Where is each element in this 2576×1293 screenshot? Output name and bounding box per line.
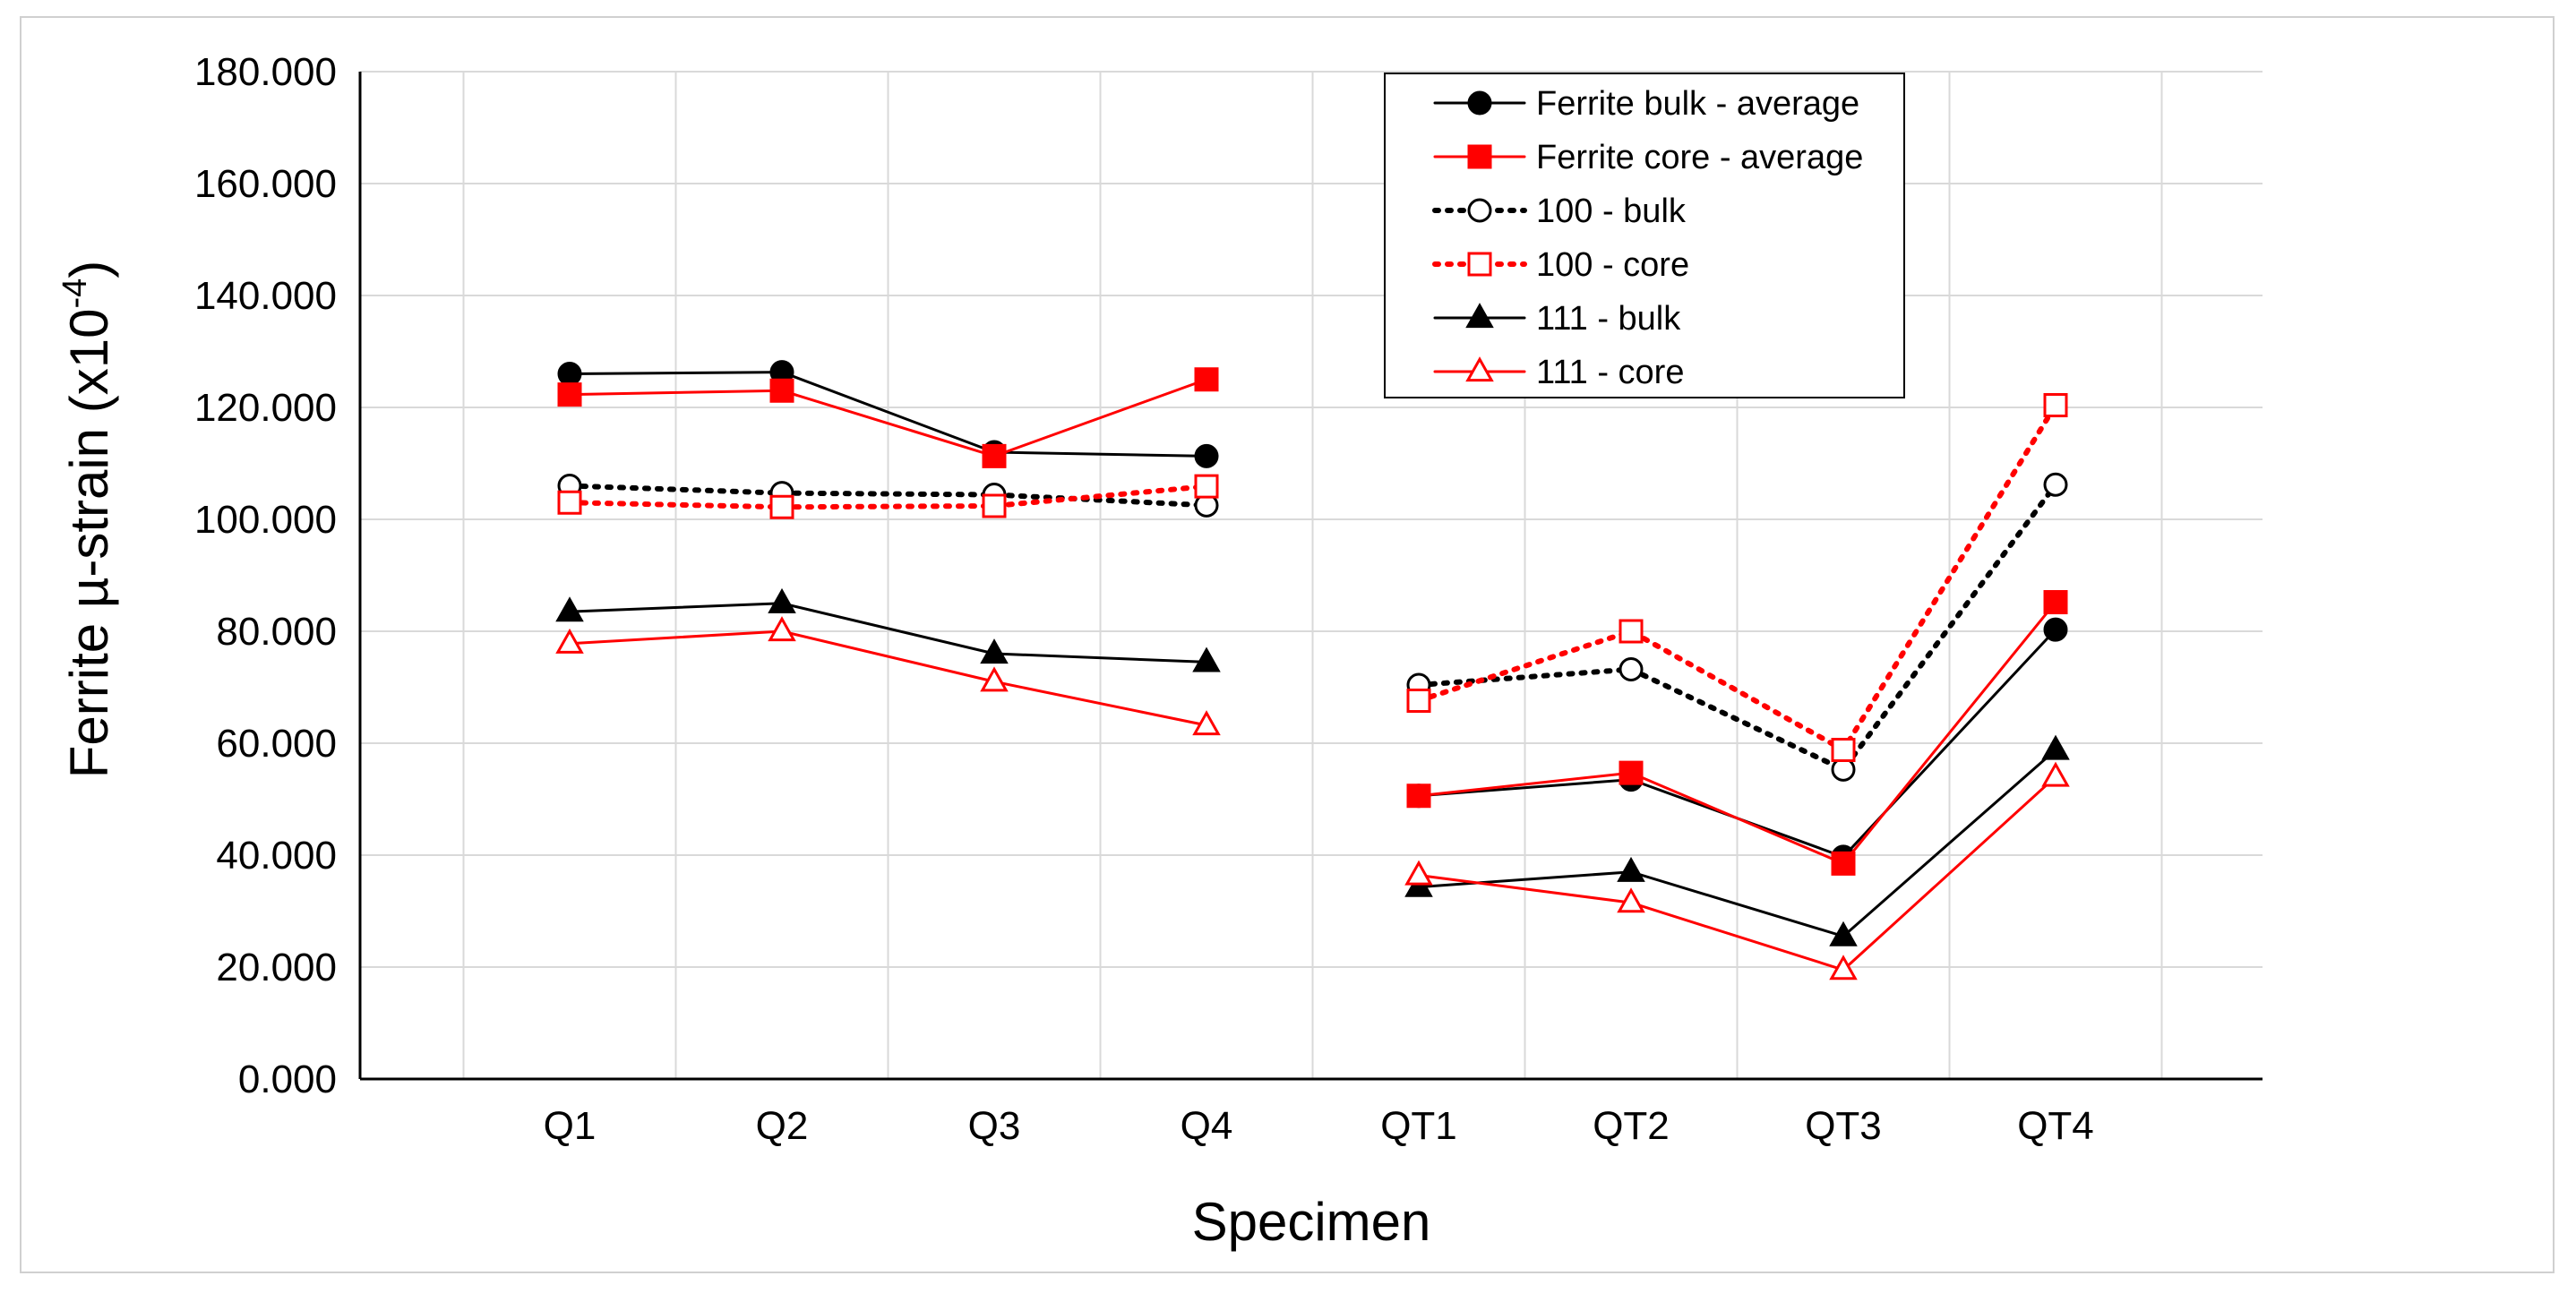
y-tick-label: 120.000 [194, 386, 337, 430]
x-tick-label: QT3 [1805, 1104, 1882, 1148]
series-line [568, 378, 1208, 458]
data-point [1192, 646, 1221, 672]
series-line [1416, 402, 2058, 754]
y-tick-label: 0.000 [238, 1058, 337, 1101]
y-tick-label: 100.000 [194, 498, 337, 542]
data-point [982, 443, 1007, 468]
data-point [1831, 851, 1856, 876]
x-tick-label: Q1 [544, 1104, 597, 1148]
gridlines [360, 71, 2263, 1079]
x-tick-label: Q4 [1181, 1104, 1233, 1148]
series-line [568, 371, 1208, 458]
data-point [1619, 619, 1644, 644]
data-point [769, 494, 794, 519]
data-point [1829, 921, 1858, 946]
data-point [1194, 443, 1219, 468]
legend-label: 100 - core [1536, 246, 1689, 284]
series-line [567, 484, 1209, 510]
data-point [2041, 734, 2070, 760]
y-tick-label: 40.000 [216, 834, 337, 878]
data-point [1831, 738, 1856, 762]
data-point [982, 493, 1007, 518]
axes [358, 72, 2263, 1081]
y-tick-label: 140.000 [194, 274, 337, 318]
data-point [557, 362, 582, 386]
y-tick-label: 20.000 [216, 946, 337, 989]
legend-marker [1465, 303, 1494, 329]
x-tick-label: QT1 [1380, 1104, 1457, 1148]
data-point [555, 628, 584, 654]
data-point [555, 596, 584, 622]
y-axis-title-main: Ferrite µ-strain (x10 [59, 309, 119, 779]
legend-marker [1467, 198, 1492, 223]
series-line [1416, 482, 2058, 774]
x-tick-label: Q3 [968, 1104, 1021, 1148]
legend-box [1384, 73, 1905, 398]
data-point [1406, 689, 1431, 713]
series-line [568, 629, 1208, 727]
data-point [1194, 367, 1219, 392]
y-tick-label: 180.000 [194, 50, 337, 94]
y-axis-title-exponent: -4 [56, 278, 94, 309]
data-point [1192, 710, 1221, 736]
series-line [568, 602, 1208, 664]
y-tick-label: 160.000 [194, 162, 337, 206]
legend-label: 111 - bulk [1536, 300, 1681, 338]
series-line [1417, 775, 2057, 972]
y-axis-title: Ferrite µ-strain (x10-4) [56, 261, 119, 778]
data-point [980, 638, 1009, 664]
series-line [1417, 749, 2057, 938]
legend-label: 100 - bulk [1536, 193, 1687, 230]
x-tick-label: QT4 [2017, 1104, 2094, 1148]
data-point [2043, 617, 2068, 642]
data-point [2043, 590, 2068, 614]
x-tick-label: Q2 [756, 1104, 809, 1148]
series-6 [555, 616, 2070, 980]
x-tick-labels: Q1 Q2 Q3 Q4 QT1 QT2 QT3 QT4 [544, 1104, 2094, 1148]
legend-marker [1465, 356, 1494, 382]
series-4 [557, 393, 2068, 762]
data-point [1617, 887, 1645, 913]
legend-label: Ferrite core - average [1536, 139, 1863, 176]
legend-marker [1467, 252, 1492, 277]
data-point [1829, 955, 1858, 980]
data-point [769, 378, 794, 403]
data-point [1619, 657, 1644, 681]
data-point [1404, 860, 1433, 886]
series-2 [557, 367, 2068, 876]
series-line [567, 483, 1209, 509]
legend-label: 111 - core [1536, 354, 1684, 391]
y-axis-title-close: ) [59, 261, 119, 278]
series-line [1417, 601, 2057, 866]
data-point [980, 666, 1009, 692]
legend-marker [1467, 90, 1492, 116]
y-tick-label: 60.000 [216, 722, 337, 766]
data-point [2043, 393, 2068, 417]
data-point [1194, 474, 1219, 499]
y-tick-labels: 0.000 20.000 40.000 60.000 80.000 100.000 120.… [194, 50, 337, 1101]
legend-marker [1467, 144, 1492, 169]
chart-frame [20, 16, 2555, 1273]
x-axis-title: Specimen [1192, 1192, 1431, 1252]
data-point [768, 616, 796, 642]
x-tick-label: QT2 [1593, 1104, 1670, 1148]
data-point [768, 587, 796, 613]
data-point [2041, 761, 2070, 787]
data-point [557, 490, 582, 515]
series-5 [555, 587, 2070, 946]
legend: Ferrite bulk - average Ferrite core - ave… [1384, 73, 1905, 398]
data-point [557, 382, 582, 407]
data-point [2043, 472, 2068, 497]
y-tick-label: 80.000 [216, 610, 337, 654]
legend-label: Ferrite bulk - average [1536, 85, 1859, 123]
series [555, 360, 2070, 980]
data-point [1617, 856, 1645, 882]
data-point [1619, 760, 1644, 785]
data-point [1406, 784, 1431, 809]
